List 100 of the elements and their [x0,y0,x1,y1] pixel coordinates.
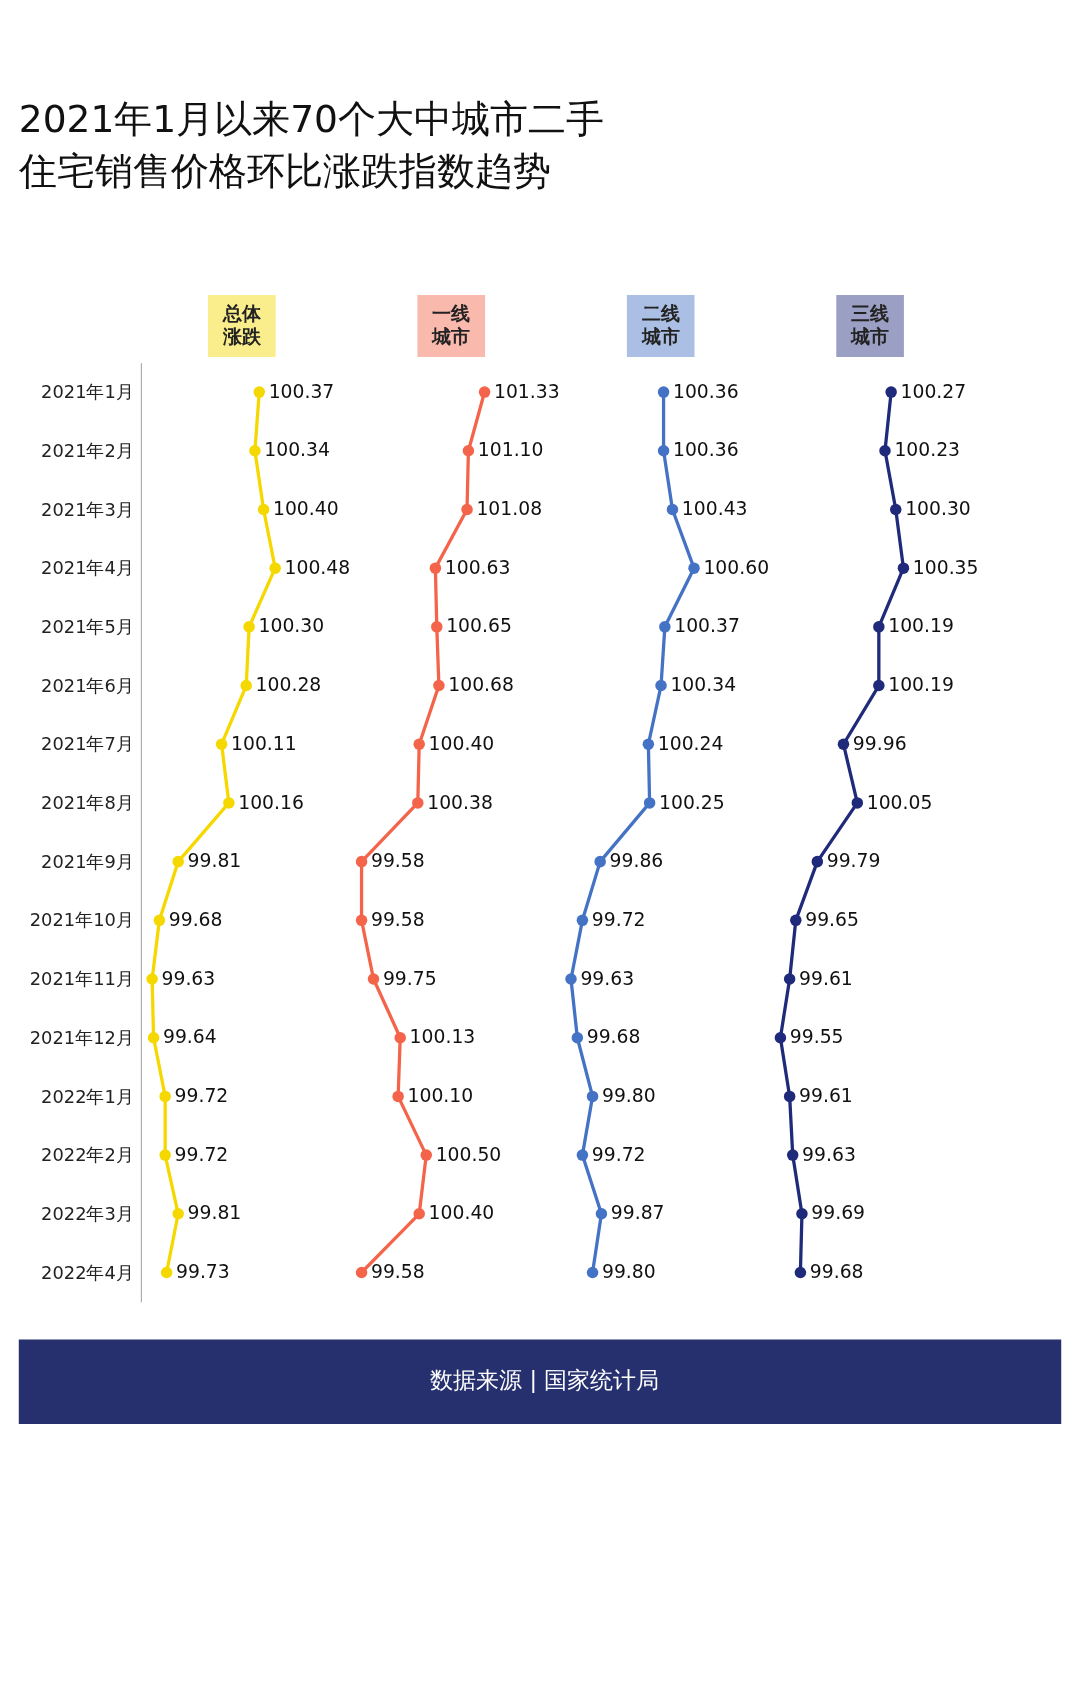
data-label: 99.63 [580,967,635,989]
data-label: 100.25 [659,791,725,813]
point [159,1149,171,1161]
point [657,386,670,398]
data-label: 99.55 [789,1026,844,1048]
data-label: 100.35 [912,556,979,578]
point [159,1090,171,1103]
data-label: 99.81 [187,1202,242,1224]
data-label: 99.87 [610,1202,665,1224]
point [576,1149,589,1161]
point [571,1031,584,1044]
point [153,914,166,927]
point [897,562,910,574]
point [223,797,235,809]
data-label: 99.68 [586,1026,641,1048]
data-label: 99.58 [370,850,425,872]
point [478,386,491,398]
point [433,679,445,692]
y-tick-label: 2021年10月 [29,909,134,931]
point [146,973,158,985]
point [642,738,655,750]
data-label: 99.86 [609,850,664,872]
point [811,855,824,868]
data-label: 99.80 [601,1085,656,1107]
point [392,1090,404,1103]
point [565,973,577,985]
data-label: 99.68 [168,908,223,930]
point [355,1266,368,1279]
data-label: 99.63 [161,967,216,989]
point [240,679,252,692]
point [412,797,424,809]
data-label: 100.37 [268,380,335,402]
data-label: 99.79 [826,850,881,872]
point [873,621,885,633]
data-label: 100.40 [272,498,339,520]
point [594,855,606,868]
data-label: 100.10 [407,1085,474,1107]
data-label: 99.65 [805,908,859,930]
point [462,445,475,457]
point [269,562,281,574]
data-label: 99.64 [162,1026,217,1048]
data-label: 99.61 [799,967,853,989]
point [172,1208,184,1220]
source-note: 数据来源 | 国家统计局 [430,1367,660,1394]
y-tick-label: 2021年3月 [41,498,134,520]
point [688,562,700,574]
data-label: 100.36 [672,439,739,461]
y-tick-label: 2021年4月 [41,557,134,579]
point [215,738,228,750]
text: 二线城市 [640,303,680,347]
y-tick-label: 2022年4月 [41,1261,134,1283]
y-tick-label: 2022年3月 [41,1202,134,1224]
data-label: 100.34 [670,674,737,696]
point [794,1266,807,1279]
data-label: 100.19 [888,615,954,637]
y-tick-label: 2021年5月 [41,615,134,637]
data-label: 100.05 [866,791,933,813]
point [643,797,656,809]
y-tick-label: 2021年12月 [29,1026,134,1048]
data-label: 99.72 [591,908,646,930]
data-label: 100.19 [888,674,954,696]
data-label: 100.28 [255,674,322,696]
point [837,738,850,750]
data-label: 100.36 [672,380,739,402]
point [413,1208,425,1220]
point [657,445,670,457]
data-label: 100.38 [427,791,493,813]
data-label: 100.30 [258,615,325,637]
y-tick-label: 2022年1月 [41,1085,134,1107]
data-label: 100.43 [681,498,748,520]
data-label: 100.13 [409,1026,476,1048]
data-label: 100.40 [428,1202,495,1224]
data-label: 101.10 [477,439,544,461]
data-label: 99.68 [809,1261,864,1283]
point [885,386,897,398]
point [253,386,265,398]
chart-title: 2021年1月以来70个大中城市二手住宅销售价格环比涨跌指数趋势 [17,96,605,194]
data-label: 100.40 [428,732,495,754]
data-label: 99.63 [802,1143,856,1165]
point [783,1090,796,1103]
data-label: 100.16 [238,791,304,813]
data-label: 100.50 [435,1143,502,1165]
point [655,679,667,692]
point [890,503,902,516]
point [413,738,425,750]
y-tick-label: 2022年2月 [41,1144,134,1166]
point [257,503,270,516]
point [659,621,671,633]
data-label: 100.63 [444,556,511,578]
point [576,914,589,927]
y-tick-label: 2021年11月 [29,968,134,990]
data-label: 100.48 [284,556,351,578]
data-label: 99.96 [852,732,907,754]
text: 总体涨跌 [221,303,262,347]
data-label: 99.58 [370,908,425,930]
data-label: 99.80 [601,1261,656,1283]
y-tick-label: 2021年1月 [41,381,134,403]
point [394,1031,406,1044]
point [783,973,796,985]
point [243,621,255,633]
